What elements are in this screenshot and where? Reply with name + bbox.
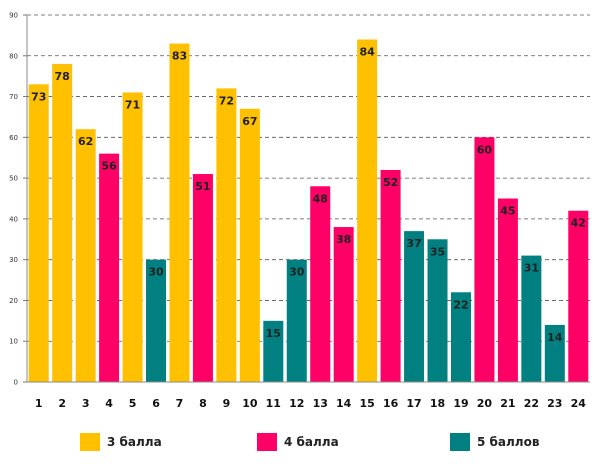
gridlines: [27, 14, 590, 342]
bar-18: [427, 239, 448, 382]
y-tick-label: 0: [14, 379, 18, 387]
bar-13: [310, 186, 331, 382]
bar-1: [28, 84, 49, 382]
x-tick-label: 17: [406, 397, 421, 410]
data-label: 15: [266, 327, 281, 340]
bar-14: [333, 227, 354, 382]
bar-12: [286, 259, 307, 382]
data-label: 48: [313, 192, 328, 205]
data-label: 35: [430, 245, 445, 258]
bar-11: [263, 320, 284, 382]
x-tick-label: 23: [547, 397, 562, 410]
bar-6: [146, 259, 167, 382]
legend-label: 5 баллов: [477, 435, 540, 449]
x-tick-label: 2: [58, 397, 66, 410]
x-tick-label: 18: [430, 397, 445, 410]
legend-swatch: [450, 433, 470, 451]
bar-16: [380, 169, 401, 382]
legend: 3 балла 4 балла 5 баллов: [80, 433, 540, 451]
bar-3: [75, 129, 96, 382]
data-label: 30: [148, 266, 164, 279]
y-tick-label: 20: [9, 297, 18, 305]
legend-swatch: [257, 433, 277, 451]
y-tick-label: 40: [9, 215, 18, 223]
x-tick-label: 19: [453, 397, 468, 410]
x-tick-label: 5: [129, 397, 137, 410]
data-label: 22: [453, 298, 468, 311]
data-label: 31: [524, 262, 539, 275]
data-label: 52: [383, 176, 398, 189]
x-tick-label: 22: [524, 397, 539, 410]
x-tick-label: 4: [105, 397, 113, 410]
bar-19: [450, 292, 471, 382]
data-label: 84: [359, 45, 375, 58]
y-tick-label: 50: [9, 175, 18, 183]
data-label: 37: [406, 237, 421, 250]
x-tick-label: 3: [82, 397, 90, 410]
x-axis: 1 2 3 4 5 6 7 8 9 10 11 12 13 14 15 16 17 18 19 20 21 22 23 24: [27, 381, 590, 410]
legend-item-g5: 5 баллов: [450, 433, 540, 451]
data-label: 60: [477, 143, 493, 156]
data-label: 83: [172, 50, 187, 63]
data-label: 14: [547, 331, 563, 344]
x-tick-label: 13: [313, 397, 328, 410]
x-tick-label: 21: [500, 397, 515, 410]
x-tick-label: 16: [383, 397, 399, 410]
y-tick-label: 90: [9, 12, 18, 20]
legend-swatch: [80, 433, 100, 451]
bar-24: [568, 210, 589, 382]
legend-label: 3 балла: [107, 435, 162, 449]
x-tick-label: 9: [223, 397, 231, 410]
bar-17: [404, 231, 425, 382]
data-label: 45: [500, 205, 515, 218]
y-axis: 0 10 20 30 40 50 60 70 80 90: [9, 12, 28, 387]
data-label: 72: [219, 94, 234, 107]
bar-15: [357, 39, 378, 382]
data-label: 30: [289, 266, 305, 279]
x-tick-label: 14: [336, 397, 352, 410]
x-tick-label: 24: [571, 397, 587, 410]
x-tick-label: 12: [289, 397, 304, 410]
y-tick-label: 10: [9, 338, 18, 346]
bar-7: [169, 43, 190, 382]
data-label: 78: [55, 70, 70, 83]
data-label: 73: [31, 90, 46, 103]
x-tick-label: 15: [359, 397, 374, 410]
bar-22: [521, 255, 542, 382]
data-label: 51: [195, 180, 210, 193]
y-tick-label: 80: [9, 52, 18, 60]
data-label: 71: [125, 98, 140, 111]
x-tick-label: 10: [242, 397, 258, 410]
bar-21: [497, 198, 518, 382]
bar-23: [544, 324, 565, 382]
y-tick-label: 60: [9, 134, 18, 142]
bar-5: [122, 92, 143, 382]
data-label: 38: [336, 233, 351, 246]
bar-9: [216, 88, 237, 383]
y-tick-label: 30: [9, 256, 18, 264]
y-tick-label: 70: [9, 93, 18, 101]
x-tick-label: 7: [176, 397, 184, 410]
bar-2: [52, 63, 73, 383]
bar-4: [99, 153, 120, 382]
bar-20: [474, 137, 495, 382]
x-tick-label: 8: [199, 397, 207, 410]
x-tick-label: 20: [477, 397, 493, 410]
legend-item-g3: 3 балла: [80, 433, 162, 451]
data-label: 56: [101, 160, 117, 173]
legend-item-g4: 4 балла: [257, 433, 339, 451]
x-tick-label: 6: [152, 397, 160, 410]
x-tick-label: 11: [266, 397, 281, 410]
legend-label: 4 балла: [284, 435, 339, 449]
data-label: 67: [242, 115, 257, 128]
x-tick-label: 1: [35, 397, 43, 410]
data-label: 42: [571, 217, 586, 230]
bar-8: [192, 174, 213, 382]
bar-10: [239, 108, 260, 382]
bars: 73 78 62 56 71 30 83 51 72 67 15 30 48 38 84 52 37 35 22 60…: [28, 39, 589, 383]
data-label: 62: [78, 135, 93, 148]
